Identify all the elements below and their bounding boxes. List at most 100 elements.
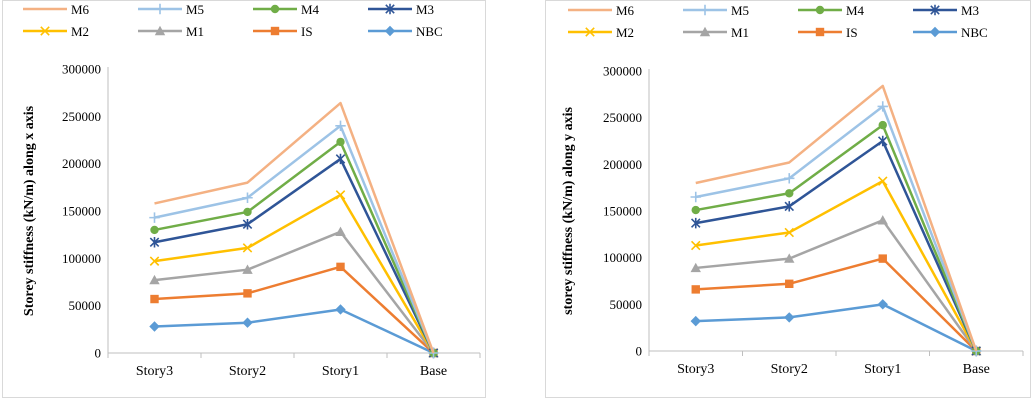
right-chart-legend-item: NBC	[913, 25, 988, 40]
left-chart-y-tick-label: 0	[95, 346, 102, 361]
right-chart-series-m6	[695, 84, 978, 352]
right-chart-legend-label: M6	[616, 3, 635, 18]
left-chart-y-tick-label: 250000	[62, 109, 101, 124]
left-chart-y-axis-title: Storey stiffness (kN/m) along x axis	[22, 105, 37, 316]
left-chart-legend-label: M3	[416, 2, 434, 17]
right-chart-data-point	[784, 201, 795, 212]
left-chart-series-m1	[149, 226, 439, 358]
left-chart-y-tick-label: 300000	[62, 62, 101, 77]
right-chart-legend-label: IS	[846, 25, 858, 40]
right-chart-series-line	[695, 219, 978, 352]
right-chart-legend-item: M5	[683, 3, 749, 18]
left-chart-y-tick-label: 100000	[62, 251, 101, 266]
right-chart-legend-label: M2	[616, 25, 634, 40]
left-chart-legend-marker	[270, 4, 280, 14]
right-chart-data-point	[877, 176, 888, 186]
right-chart-series-line	[695, 84, 978, 352]
left-chart-legend-label: M6	[71, 2, 90, 17]
right-chart-legend-item: IS	[798, 25, 858, 40]
left-chart-series-m6	[154, 101, 435, 354]
right-chart-y-tick-label: 200000	[603, 157, 642, 172]
chart-x-axis-stiffness: M6 M5 M4 M3 M2 M1 IS NBC 0 50000 100000 150000 20000…	[2, 0, 486, 398]
left-chart-data-point	[149, 237, 160, 248]
right-chart-x-tick-label: Story2	[771, 362, 808, 377]
right-chart-legend-item: M4	[798, 3, 865, 18]
left-chart-series-line	[154, 101, 435, 354]
right-chart-data-point	[878, 120, 887, 130]
left-chart-series-line	[154, 230, 435, 354]
left-chart-legend: M6 M5 M4 M3 M2 M1 IS NBC	[23, 2, 443, 39]
left-chart-series-line	[154, 140, 435, 354]
right-chart-x-tick-label: Base	[963, 362, 990, 377]
right-chart-data-point	[877, 299, 888, 310]
left-chart-legend-item: IS	[253, 24, 313, 39]
left-chart-data-point	[243, 289, 252, 298]
left-chart-series-line	[154, 193, 435, 354]
right-chart-y-tick-label: 150000	[603, 204, 642, 219]
right-chart-data-point	[690, 262, 701, 273]
left-chart-x-tick-label: Story2	[229, 364, 266, 379]
right-chart-legend-marker	[815, 5, 825, 15]
left-chart-y-tick-label: 200000	[62, 156, 101, 171]
left-chart-legend-marker	[384, 25, 396, 37]
right-chart-y-tick-label: 0	[636, 344, 643, 359]
left-chart-legend-marker	[154, 25, 166, 36]
left-chart-data-point	[243, 207, 252, 217]
left-chart-data-point	[335, 226, 346, 237]
right-chart-data-point	[691, 205, 700, 215]
left-chart-legend-marker	[385, 3, 395, 15]
right-chart-legend-marker	[930, 4, 940, 16]
left-chart-x-tick-label: Base	[420, 364, 447, 379]
left-chart-legend-item: M5	[138, 2, 204, 17]
left-chart-series-nbc	[149, 304, 439, 359]
right-chart-series-line	[695, 179, 978, 352]
right-chart-data-point	[690, 217, 701, 229]
left-chart-data-point	[242, 192, 253, 203]
left-chart-legend-item: M6	[23, 2, 90, 17]
right-chart-x-tick-label: Story3	[677, 362, 714, 377]
chart-y-axis-stiffness-svg: M6 M5 M4 M3 M2 M1 IS NBC 0 50000 100000 150000 20000…	[561, 3, 1024, 377]
left-chart-legend-item: M1	[138, 24, 204, 39]
right-chart-series-nbc	[690, 299, 982, 357]
right-chart-series-line	[695, 139, 978, 352]
left-chart-data-point	[149, 212, 160, 223]
left-chart-data-point	[242, 317, 253, 328]
left-chart-data-point	[150, 294, 159, 304]
right-chart-data-point	[784, 253, 795, 263]
left-chart-x-tick-label: Story1	[322, 364, 359, 379]
left-chart-y-tick-label: 50000	[69, 298, 102, 313]
left-chart-data-point	[335, 120, 346, 131]
right-chart-series-line	[695, 123, 978, 352]
right-chart-legend-marker	[699, 26, 711, 37]
left-chart-legend-marker	[154, 3, 166, 15]
left-chart-legend-item: M2	[23, 24, 89, 39]
left-chart-series-m5	[149, 120, 439, 359]
right-chart-series-m5	[690, 101, 982, 357]
right-chart-data-point	[690, 191, 701, 203]
left-chart-data-point	[149, 321, 160, 332]
right-chart-y-tick-label: 250000	[603, 110, 642, 125]
right-chart-legend-label: M5	[731, 3, 749, 18]
left-chart-series-line	[154, 157, 435, 354]
right-chart-y-tick-label: 300000	[603, 64, 642, 79]
right-chart-legend-marker	[815, 27, 825, 37]
left-chart-series-line	[154, 265, 435, 354]
right-chart-legend-label: M3	[961, 3, 979, 18]
left-chart-data-point	[335, 190, 346, 200]
right-chart-data-point	[784, 227, 795, 238]
left-chart-legend-marker	[40, 26, 50, 36]
right-chart-data-point	[691, 285, 700, 294]
left-chart-legend-label: NBC	[416, 24, 443, 39]
right-chart-data-point	[784, 173, 795, 184]
left-chart-legend-marker	[270, 26, 280, 36]
right-chart-legend-label: NBC	[961, 25, 988, 40]
left-chart-data-point	[150, 225, 159, 235]
chart-y-axis-stiffness: M6 M5 M4 M3 M2 M1 IS NBC 0 50000 100000 150000 20000…	[545, 0, 1031, 398]
right-chart-x-tick-label: Story1	[864, 362, 901, 377]
right-chart-data-point	[785, 279, 794, 288]
left-chart-legend-label: M1	[186, 24, 204, 39]
left-chart-data-point	[149, 274, 160, 285]
right-chart-series-m3	[690, 135, 982, 357]
left-chart-legend-label: M2	[71, 24, 89, 39]
right-chart-series-is	[691, 254, 981, 356]
